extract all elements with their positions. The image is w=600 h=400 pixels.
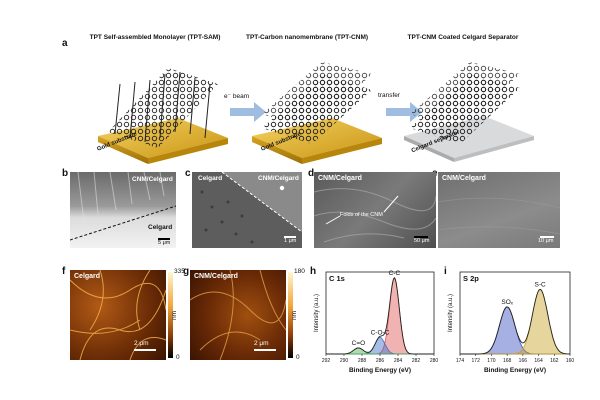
y-axis-label: Intensity (a.u.): [448, 294, 454, 332]
scalebar-f: [134, 349, 156, 351]
label-b-celgard: Celgard: [148, 224, 173, 231]
scalebar-label-f: 2 μm: [134, 340, 149, 347]
scalebar-label-d: 50 μm: [414, 238, 430, 244]
arrow-label-ebeam: e⁻ beam: [224, 93, 250, 100]
peak-label-1: S-C: [535, 281, 547, 288]
scalebar-label-c: 1 μm: [284, 238, 297, 244]
label-d-folds: Folds of the CNM: [340, 212, 383, 218]
peak-1: [326, 336, 434, 355]
label-e-cnm: CNM/Celgard: [442, 175, 486, 182]
sem-image-e: CNM/Celgard 10 μm: [438, 172, 560, 248]
gold-substrate-2: [252, 62, 382, 164]
label-g-cnm: CNM/Celgard: [194, 273, 238, 280]
x-axis-label: Binding Energy (eV): [349, 367, 411, 374]
schematic-panel-a: [98, 62, 534, 164]
x-tick-label-5: 164: [534, 358, 543, 364]
colorbar-g-unit: nm: [291, 310, 299, 321]
colorbar-g-min: 0: [296, 354, 300, 361]
gold-substrate-1: [98, 68, 228, 164]
xps-chart-c1s: C-C C-O-C C=O 292 290 288 286 284 282 280 Binding …: [314, 270, 438, 374]
x-tick-label-4: 284: [394, 358, 403, 364]
colorbar-f: [168, 272, 173, 358]
envelope-line: [460, 289, 571, 355]
scalebar-label-g: 2 μm: [254, 340, 269, 347]
peak-label-2: C=O: [352, 340, 366, 347]
panel-label-c: c: [185, 168, 191, 179]
x-tick-label-1: 172: [472, 358, 481, 364]
x-tick-label-3: 168: [503, 358, 512, 364]
colorbar-f-unit: nm: [171, 310, 179, 321]
y-axis-label: Intensity (a.u.): [314, 294, 320, 332]
scalebar-label-e: 10 μm: [538, 238, 554, 244]
sem-image-c: Celgard CNM/Celgard 1 μm: [192, 172, 302, 248]
x-tick-label-1: 290: [340, 358, 349, 364]
panel-label-b: b: [62, 168, 69, 179]
scalebar-b: [158, 238, 170, 240]
arrow-2: [386, 102, 422, 122]
x-tick-label-6: 280: [430, 358, 438, 364]
chart-title: S 2p: [463, 274, 479, 283]
afm-image-g: CNM/Celgard 2 μm: [190, 270, 286, 360]
x-tick-label-3: 286: [376, 358, 385, 364]
peak-label-1: C-O-C: [371, 329, 390, 336]
panel-label-f: f: [62, 266, 66, 277]
x-tick-label-4: 166: [519, 358, 528, 364]
label-d-cnm: CNM/Celgard: [318, 175, 362, 182]
colorbar-f-min: 0: [176, 354, 180, 361]
sem-image-b: CNM/Celgard Celgard 5 μm: [70, 172, 176, 248]
x-tick-label-0: 292: [322, 358, 331, 364]
chart-title: C 1s: [329, 274, 345, 283]
label-c-cnm: CNM/Celgard: [258, 175, 299, 182]
arrow-label-transfer: transfer: [378, 92, 401, 99]
peak-label-0: C-C: [389, 270, 401, 277]
scalebar-e: [540, 236, 554, 238]
panel-label-g: g: [183, 266, 190, 277]
peak-label-0: SOₓ: [501, 299, 513, 306]
x-tick-label-0: 174: [456, 358, 465, 364]
scalebar-c: [284, 236, 296, 238]
xps-chart-s2p: SOₓ S-C 174 172 170 168 166 164 162 160 Binding En…: [448, 271, 574, 374]
colorbar-g: [288, 272, 293, 358]
sem-image-d: CNM/Celgard Folds of the CNM 50 μm: [314, 172, 436, 248]
scalebar-label-b: 5 μm: [158, 240, 171, 246]
afm-image-f: Celgard 2 μm: [70, 270, 166, 360]
x-axis-label: Binding Energy (eV): [484, 367, 546, 374]
colorbar-f-max: 335: [174, 268, 185, 275]
panel-label-d: d: [308, 168, 315, 179]
title-tpt-cnm: TPT-Carbon nanomembrane (TPT-CNM): [245, 34, 369, 41]
x-tick-label-2: 288: [358, 358, 367, 364]
x-tick-label-6: 162: [550, 358, 559, 364]
label-b-cnm: CNM/Celgard: [132, 176, 173, 183]
label-c-celgard: Celgard: [198, 175, 223, 182]
x-tick-label-2: 170: [487, 358, 496, 364]
colorbar-g-max: 180: [294, 268, 305, 275]
panel-label-a: a: [62, 38, 68, 49]
arrow-1: [230, 102, 266, 122]
label-f-celgard: Celgard: [74, 273, 101, 280]
scalebar-g: [254, 349, 276, 351]
x-tick-label-5: 282: [412, 358, 421, 364]
scalebar-d: [414, 236, 428, 238]
x-tick-label-7: 160: [566, 358, 574, 364]
title-tpt-sam: TPT Self-assembled Monolayer (TPT-SAM): [89, 34, 221, 41]
panel-label-i: i: [444, 266, 447, 277]
panel-label-h: h: [310, 266, 317, 277]
title-cnm-celgard: TPT-CNM Coated Celgard Separator: [407, 34, 519, 41]
celgard-separator: [404, 62, 534, 162]
